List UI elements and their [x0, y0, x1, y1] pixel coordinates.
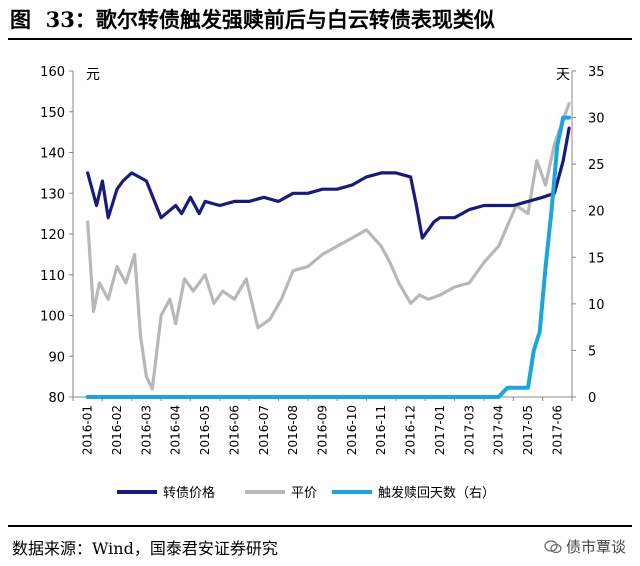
source-note: 数据来源：Wind，国泰君安证券研究	[12, 539, 278, 558]
x-tick-label: 2016-11	[374, 405, 388, 455]
legend-label-1: 转债价格	[163, 485, 215, 501]
right-tick-label: 5	[588, 344, 596, 359]
legend-label-2: 平价	[291, 486, 317, 501]
x-tick-label: 2016-06	[227, 405, 241, 455]
x-tick-label: 2016-01	[81, 405, 95, 455]
left-tick-label: 130	[40, 187, 65, 202]
left-tick-label: 90	[48, 350, 65, 365]
figure-title: 图 33：歌尔转债触发强赎前后与白云转债表现类似	[10, 7, 495, 32]
left-tick-label: 150	[40, 106, 65, 121]
x-tick-label: 2017-04	[492, 405, 506, 455]
left-tick-label: 140	[40, 147, 65, 162]
left-tick-label: 120	[40, 228, 65, 243]
x-tick-label: 2016-05	[198, 405, 212, 455]
right-tick-label: 30	[588, 112, 605, 127]
legend: 转债价格 平价 触发赎回天数（右）	[117, 485, 495, 501]
right-axis-unit: 天	[556, 67, 570, 83]
x-tick-label: 2016-08	[286, 405, 300, 455]
watermark-logo: 债市覃谈	[544, 536, 626, 557]
x-tick-label: 2016-09	[316, 405, 330, 455]
wechat-icon	[544, 539, 562, 553]
series-layer	[85, 101, 572, 399]
x-tick-label: 2016-04	[169, 405, 183, 455]
x-tick-label: 2016-02	[110, 405, 124, 455]
x-tick-label: 2017-01	[433, 405, 447, 455]
left-axis: 80 90 100 110 120 130 140 150 160	[40, 65, 73, 406]
right-tick-label: 25	[588, 158, 605, 173]
series-line-3	[85, 115, 572, 399]
x-tick-label: 2017-06	[550, 405, 564, 455]
left-axis-unit: 元	[86, 67, 100, 83]
x-tick-label: 2016-07	[257, 405, 271, 455]
right-tick-label: 0	[588, 391, 596, 406]
bottom-rule	[8, 525, 632, 527]
right-tick-label: 15	[588, 251, 605, 266]
plot-frame	[72, 71, 573, 398]
x-tick-label: 2016-12	[404, 405, 418, 455]
watermark-text: 债市覃谈	[565, 538, 626, 556]
right-tick-label: 10	[588, 298, 605, 313]
x-tick-label: 2016-03	[139, 405, 153, 455]
x-tick-label: 2016-10	[345, 405, 359, 455]
top-rule	[8, 38, 632, 40]
series-line-2	[86, 101, 571, 391]
left-tick-label: 160	[40, 65, 65, 80]
left-tick-label: 80	[48, 391, 65, 406]
right-tick-label: 35	[588, 65, 605, 80]
x-tick-label: 2017-05	[521, 405, 535, 455]
left-tick-label: 110	[40, 269, 65, 284]
right-tick-label: 20	[588, 205, 605, 220]
left-tick-label: 100	[40, 310, 65, 325]
legend-label-3: 触发赎回天数（右）	[378, 485, 495, 501]
series-line-1	[86, 126, 571, 240]
x-tick-label: 2017-03	[462, 405, 476, 455]
x-axis: 2016-01 2016-02 2016-03 2016-04 2016-05 2016-…	[72, 397, 573, 455]
right-axis: 0 5 10 15 20 25 30 35	[572, 65, 605, 406]
